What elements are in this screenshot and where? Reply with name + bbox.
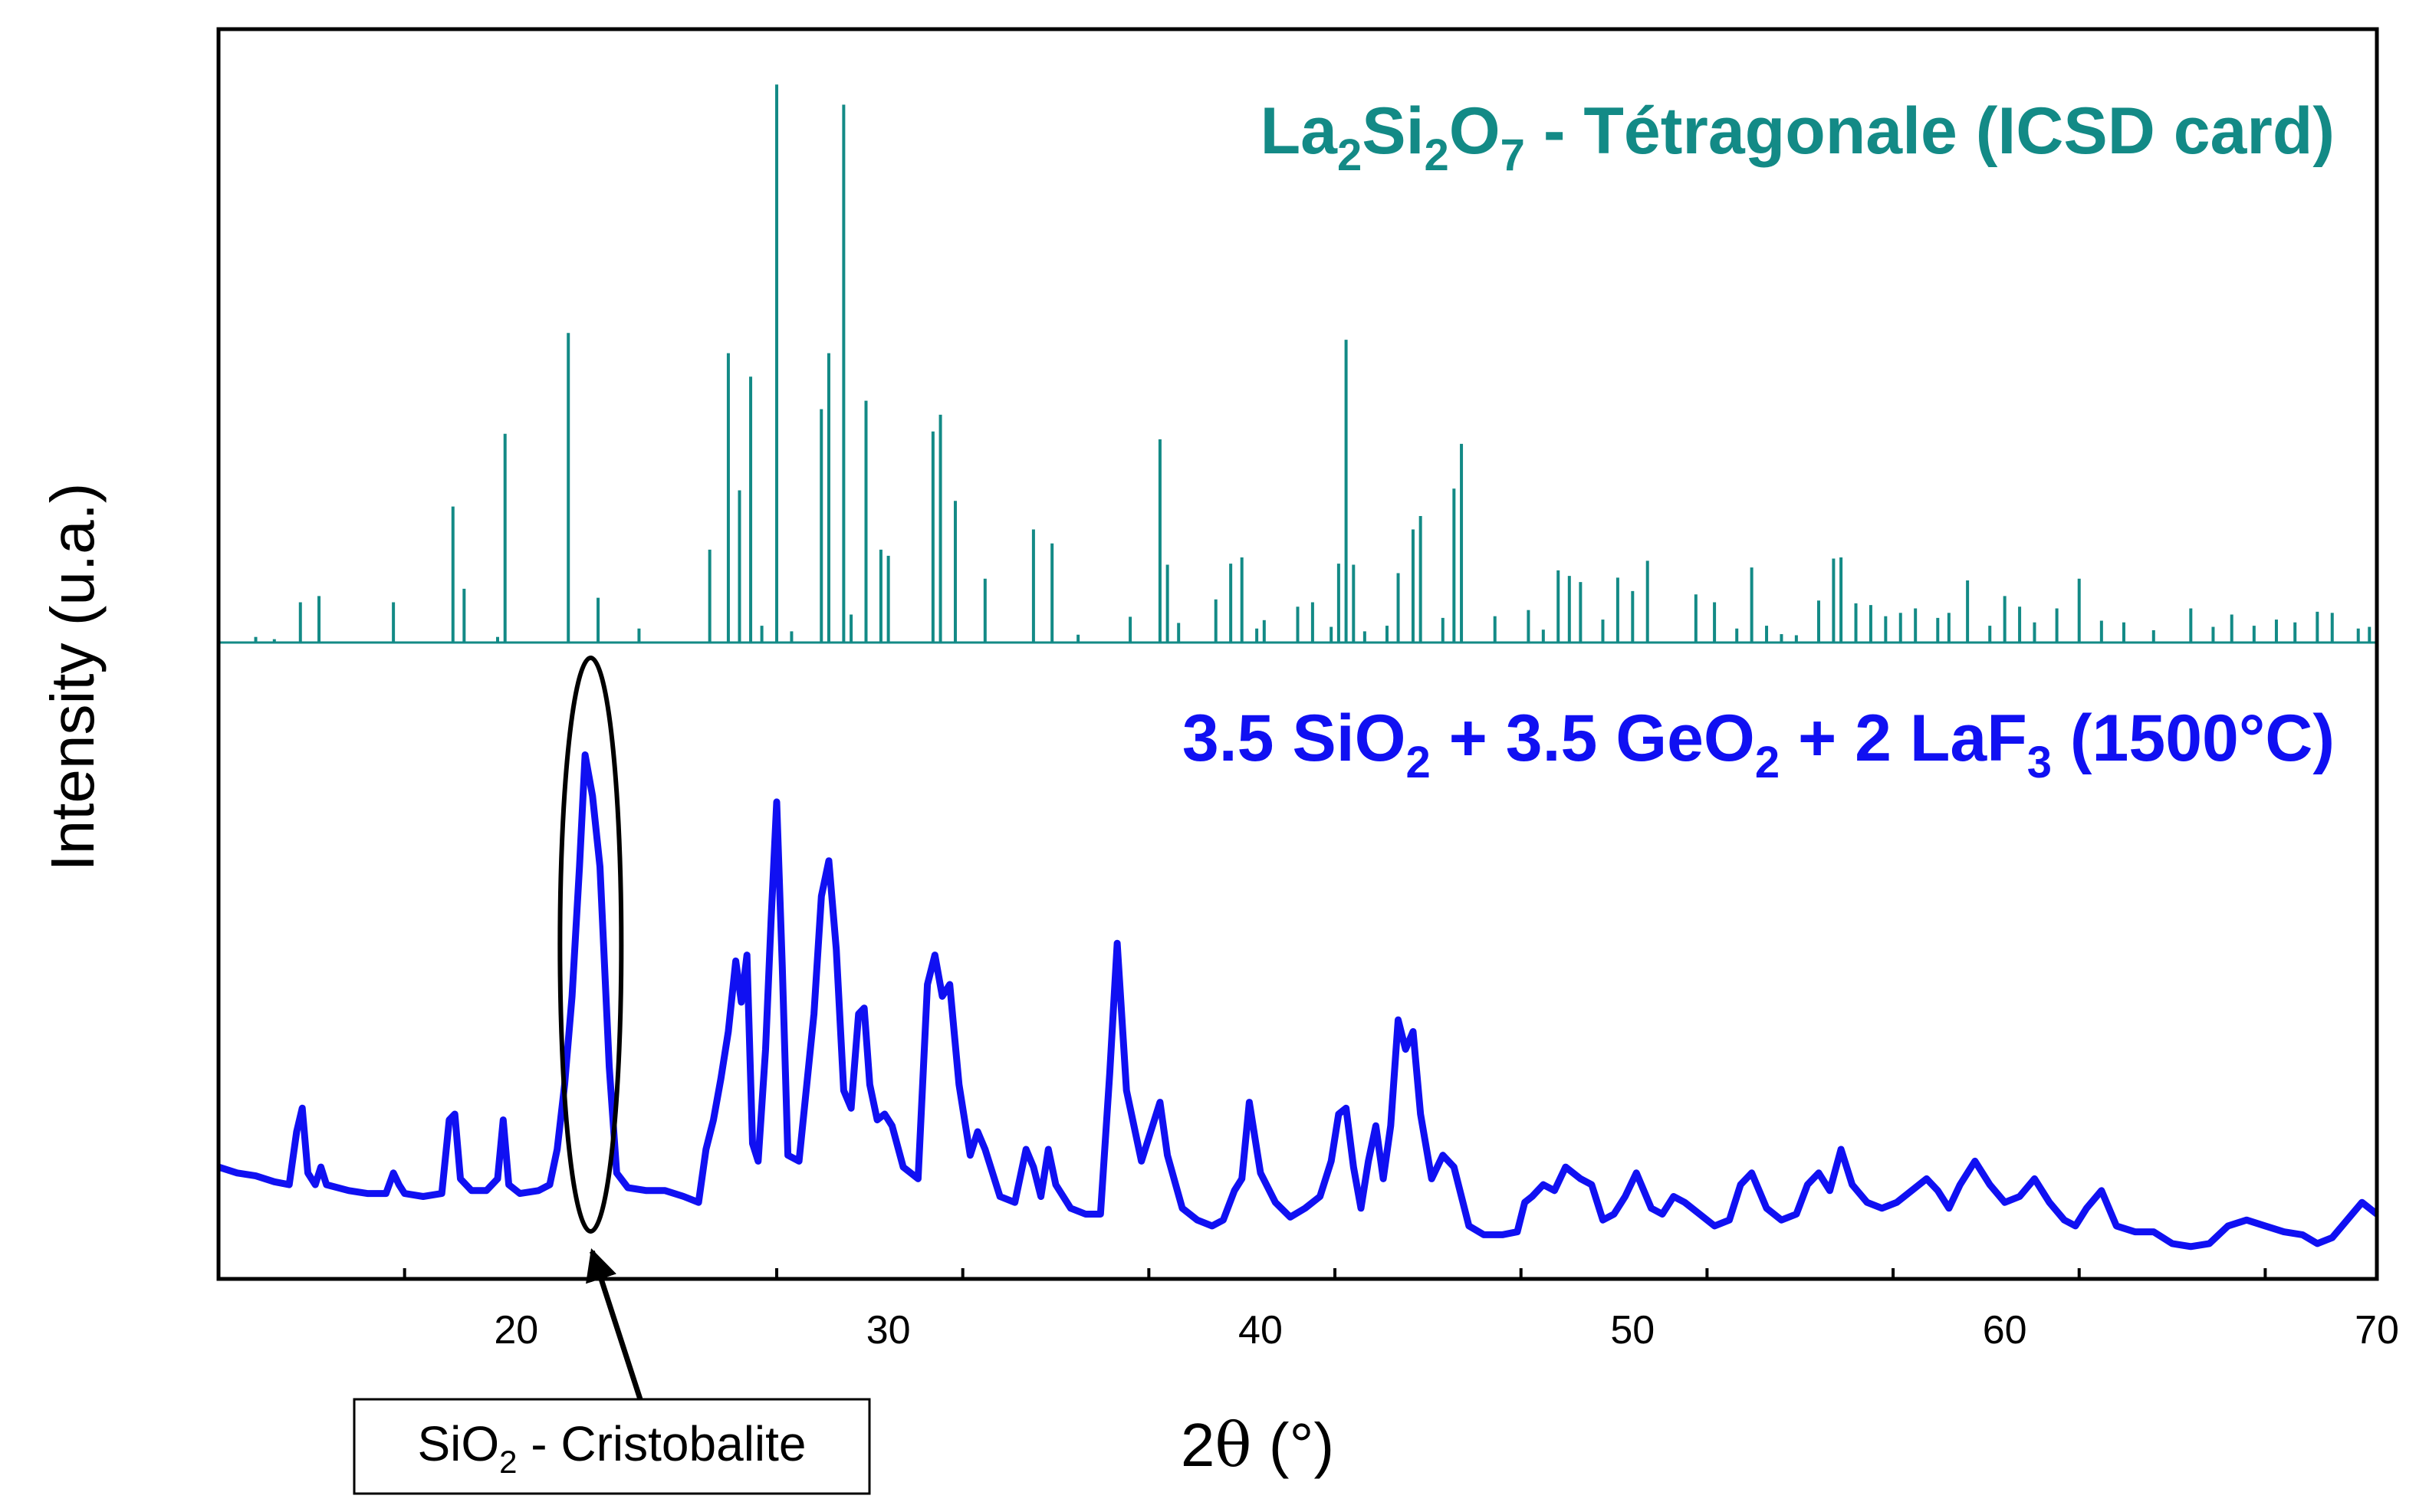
- experimental-series-title: 3.5 SiO2 + 3.5 GeO2 + 2 LaF3 (1500°C): [1182, 702, 2335, 787]
- exp-title-sub-c: 3: [2027, 738, 2052, 787]
- exp-title-a: 3.5 SiO: [1182, 702, 1406, 775]
- x-axis-title-theta: θ: [1214, 1409, 1251, 1481]
- ref-title-el2: Si: [1362, 94, 1424, 168]
- x-tick-label-70: 70: [2355, 1308, 2399, 1353]
- ref-title-rest: - Tétragonale (ICSD card): [1525, 94, 2335, 168]
- annotation-text-sub: 2: [499, 1444, 517, 1480]
- reference-stick-pattern: [254, 84, 2371, 643]
- exp-title-sub-a: 2: [1405, 738, 1430, 787]
- annotation-text-a: SiO: [417, 1416, 499, 1471]
- y-axis-title: Intensity (u.a.): [38, 483, 107, 872]
- x-tick-label-20: 20: [494, 1308, 538, 1353]
- exp-title-d: (1500°C): [2052, 702, 2335, 775]
- annotation-label-box: [353, 1398, 871, 1495]
- ref-title-sub1: 2: [1337, 130, 1362, 180]
- ref-title-el3: O: [1449, 94, 1500, 168]
- plot-frame: [216, 27, 2379, 1281]
- x-axis-ticks: 20 30 40 50 60 70: [217, 1268, 2399, 1353]
- x-axis-title-suffix: (°): [1252, 1411, 1335, 1479]
- ref-title-sub2: 2: [1425, 130, 1449, 180]
- ref-title-el1: La: [1261, 94, 1339, 168]
- cristobalite-highlight-ellipse: [557, 656, 624, 1234]
- exp-title-c: + 2 LaF: [1780, 702, 2027, 775]
- x-axis-title: 2θ (°): [1181, 1409, 1334, 1481]
- annotation-text-b: - Cristobalite: [518, 1416, 807, 1471]
- exp-title-sub-b: 2: [1755, 738, 1780, 787]
- annotation-label: SiO2 - Cristobalite: [417, 1416, 806, 1480]
- x-tick-label-50: 50: [1610, 1308, 1655, 1353]
- x-axis-title-prefix: 2: [1181, 1411, 1215, 1479]
- experimental-series-line: [217, 751, 2379, 1251]
- cristobalite-annotation-arrow: [586, 1248, 643, 1401]
- reference-series-title: La2Si2O7 - Tétragonale (ICSD card): [1261, 94, 2335, 180]
- x-tick-label-30: 30: [866, 1308, 911, 1353]
- exp-title-b: + 3.5 GeO: [1431, 702, 1755, 775]
- ref-title-sub3: 7: [1500, 130, 1525, 180]
- x-tick-label-40: 40: [1238, 1308, 1283, 1353]
- x-tick-label-60: 60: [1983, 1308, 2027, 1353]
